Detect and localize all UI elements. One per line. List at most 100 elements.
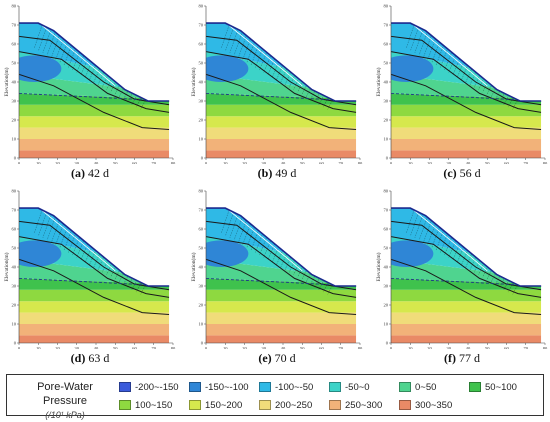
x-tick-label: 50 bbox=[485, 346, 490, 349]
legend-swatch bbox=[259, 382, 271, 392]
hatch-line bbox=[410, 27, 419, 51]
legend-label: 300~350 bbox=[415, 399, 453, 411]
y-tick-label: 40 bbox=[199, 80, 204, 85]
seepage-line bbox=[406, 208, 488, 272]
contour-fill bbox=[391, 23, 542, 158]
panel-plot: 0102030405060708001020304050607080Length… bbox=[375, 189, 548, 349]
contour-line bbox=[206, 236, 357, 298]
x-tick-label: 40 bbox=[281, 161, 286, 164]
slope-surface bbox=[19, 207, 170, 287]
panel-time: 49 d bbox=[272, 166, 297, 180]
x-tick-label: 70 bbox=[152, 346, 157, 349]
legend-entry: 100~150 bbox=[119, 397, 172, 413]
hatch-line bbox=[427, 39, 436, 61]
y-tick-label: 30 bbox=[199, 284, 204, 289]
x-tick-label: 30 bbox=[262, 161, 267, 164]
band-50~100 bbox=[391, 93, 542, 105]
panel-f: 0102030405060708001020304050607080Length… bbox=[372, 185, 550, 368]
y-tick-label: 30 bbox=[199, 99, 204, 104]
x-tick-label: 20 bbox=[427, 161, 432, 164]
y-tick-label: 60 bbox=[12, 42, 17, 47]
band-300~350 bbox=[206, 335, 357, 343]
panel-label: (e) bbox=[258, 351, 272, 365]
legend-label: 150~200 bbox=[205, 399, 243, 411]
band-150~200 bbox=[19, 301, 170, 313]
legend-swatch bbox=[189, 382, 201, 392]
x-tick-label: 10 bbox=[223, 161, 228, 164]
x-tick-label: 30 bbox=[262, 346, 267, 349]
x-tick-label: 60 bbox=[504, 161, 509, 164]
contour-line bbox=[206, 258, 357, 315]
x-tick-label: 10 bbox=[36, 346, 41, 349]
y-tick-label: 60 bbox=[199, 227, 204, 232]
contour-line bbox=[206, 220, 357, 291]
hatch-line bbox=[238, 221, 247, 243]
y-tick-label: 40 bbox=[384, 265, 389, 270]
y-tick-label: 50 bbox=[199, 246, 204, 251]
x-tick-label: 70 bbox=[339, 346, 344, 349]
legend-entry: -150~-100 bbox=[189, 379, 249, 395]
hatch-line bbox=[34, 209, 43, 233]
band-100~150 bbox=[391, 289, 542, 302]
legend-entry: -50~0 bbox=[329, 379, 370, 395]
x-tick-label: 0 bbox=[205, 346, 208, 349]
y-tick-label: 0 bbox=[14, 341, 17, 346]
band-150~200 bbox=[206, 116, 357, 128]
x-tick-label: 50 bbox=[113, 346, 118, 349]
legend-title: Pore-Water Pressure (/10¹ kPa) bbox=[15, 380, 115, 422]
hatch-line bbox=[233, 218, 243, 241]
band-200~250 bbox=[19, 127, 170, 139]
legend-label: -100~-50 bbox=[275, 381, 314, 393]
slope-surface bbox=[206, 207, 357, 287]
legend-swatch bbox=[329, 400, 341, 410]
suction-pocket bbox=[19, 240, 62, 267]
legend: Pore-Water Pressure (/10¹ kPa) -200~-150… bbox=[6, 374, 544, 420]
x-tick-label: 70 bbox=[152, 161, 157, 164]
y-tick-label: 30 bbox=[384, 99, 389, 104]
legend-label: -200~-150 bbox=[135, 381, 179, 393]
contour-line bbox=[206, 51, 357, 113]
slope-surface bbox=[391, 22, 542, 102]
seepage-line bbox=[221, 208, 303, 272]
x-tick-label: 20 bbox=[55, 346, 60, 349]
seepage-line bbox=[34, 208, 116, 272]
hatch-line bbox=[46, 218, 56, 241]
seepage-line bbox=[221, 23, 303, 87]
contour-line bbox=[391, 51, 542, 113]
suction-pocket bbox=[206, 55, 249, 82]
x-tick-label: 50 bbox=[300, 161, 305, 164]
hatch-line bbox=[238, 36, 247, 58]
panel-d: 0102030405060708001020304050607080Length… bbox=[0, 185, 180, 368]
hatch-line bbox=[418, 33, 428, 56]
x-tick-label: 40 bbox=[94, 161, 99, 164]
x-tick-label: 20 bbox=[427, 346, 432, 349]
hatch-line bbox=[414, 215, 423, 238]
slope-surface bbox=[206, 22, 357, 102]
legend-entry: 50~100 bbox=[469, 379, 517, 395]
band-300~350 bbox=[19, 335, 170, 343]
panel-plot: 0102030405060708001020304050607080Length… bbox=[190, 189, 363, 349]
y-tick-label: 50 bbox=[199, 61, 204, 66]
x-tick-label: 60 bbox=[132, 346, 137, 349]
band-300~350 bbox=[391, 335, 542, 343]
legend-swatch bbox=[259, 400, 271, 410]
panel-label: (d) bbox=[70, 351, 86, 365]
band-150~200 bbox=[19, 116, 170, 128]
x-tick-label: 10 bbox=[408, 161, 413, 164]
x-tick-label: 0 bbox=[390, 346, 393, 349]
band-50~100 bbox=[19, 278, 170, 290]
band-300~350 bbox=[206, 150, 357, 158]
y-tick-label: 10 bbox=[384, 322, 389, 327]
x-tick-label: 0 bbox=[18, 161, 21, 164]
x-tick-label: 0 bbox=[390, 161, 393, 164]
y-tick-label: 30 bbox=[12, 284, 17, 289]
hatch-line bbox=[233, 33, 243, 56]
hatch-line bbox=[242, 39, 251, 61]
y-tick-label: 0 bbox=[14, 156, 17, 161]
hatch-line bbox=[448, 53, 457, 73]
y-axis-label: Elevation(m) bbox=[3, 252, 10, 281]
y-tick-label: 70 bbox=[199, 23, 204, 28]
hatch-line bbox=[427, 224, 436, 246]
y-axis-label: Elevation(m) bbox=[375, 252, 382, 281]
panel-label: (c) bbox=[443, 166, 457, 180]
